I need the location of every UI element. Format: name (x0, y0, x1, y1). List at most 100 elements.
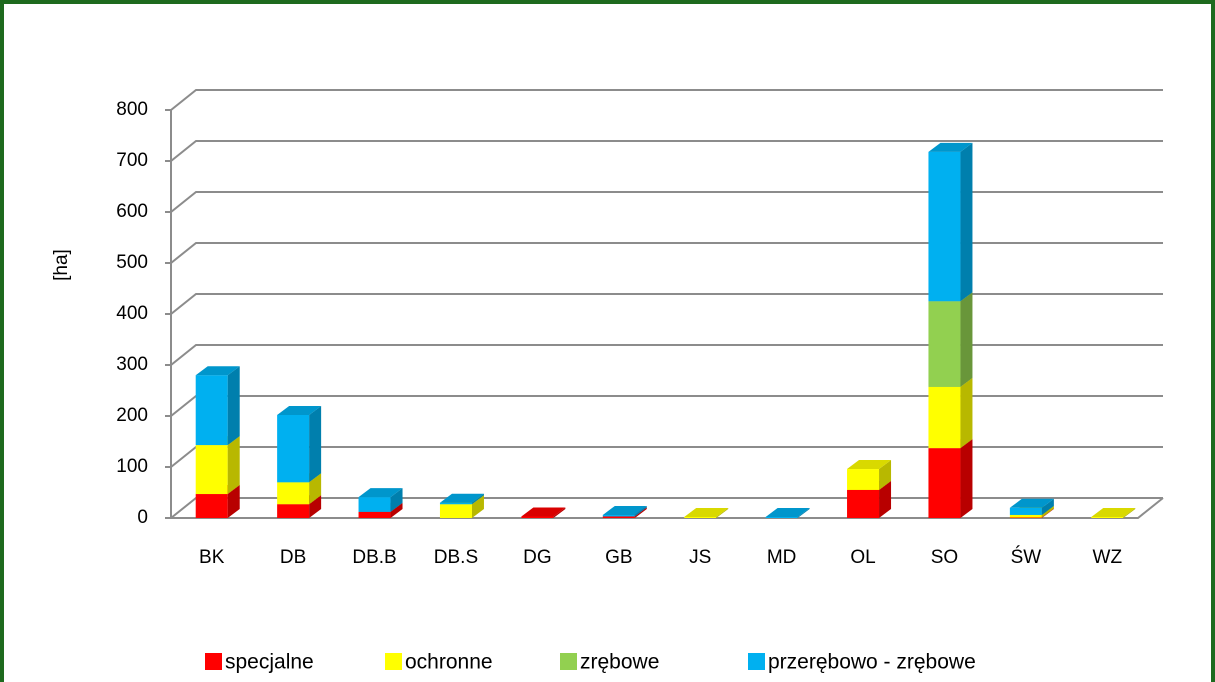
bar-side (471, 493, 484, 505)
bar-side (390, 488, 403, 512)
bar-segment (439, 504, 472, 518)
y-tick-label: 300 (116, 354, 148, 375)
bar-top (1009, 498, 1054, 508)
bar-side (797, 507, 810, 518)
x-tick-label: OL (850, 547, 875, 568)
bar-segment (195, 445, 228, 495)
legend-swatch (385, 653, 402, 670)
grid-line (165, 89, 1163, 111)
bar-side (227, 436, 240, 495)
bar-segment (439, 502, 472, 505)
x-tick-label: DB (280, 547, 306, 568)
bar-segment (277, 504, 310, 518)
bar-top (847, 460, 892, 470)
bar-top (765, 507, 810, 517)
bar-top (928, 142, 973, 152)
bar-segment (1009, 514, 1042, 518)
bar-side (553, 507, 566, 518)
bar-side (634, 507, 647, 518)
y-tick-label: 0 (137, 507, 148, 528)
bar-segment (684, 516, 717, 518)
bar-segment (847, 469, 880, 490)
x-tick-label: DG (523, 547, 552, 568)
bar-side (390, 502, 403, 518)
bar-side (879, 480, 892, 518)
bar-top (521, 507, 566, 517)
bar-segment (1009, 517, 1042, 518)
x-tick-label: DB.B (352, 547, 396, 568)
grid-line (165, 446, 1163, 468)
bar-side (960, 142, 973, 302)
grid-line (165, 191, 1163, 213)
grid-line (165, 242, 1163, 264)
bar-segment (277, 414, 310, 483)
bar-segment (928, 448, 961, 518)
bar-segment (277, 482, 310, 505)
grid-line (165, 293, 1163, 315)
bar-segment (765, 516, 798, 518)
y-tick-label: 500 (116, 252, 148, 273)
x-tick-label: MD (767, 547, 797, 568)
bar-segment (358, 511, 391, 518)
bar-side (227, 366, 240, 446)
grid-line (165, 140, 1163, 162)
y-tick-label: 600 (116, 201, 148, 222)
bar-segment (521, 516, 554, 518)
legend-swatch (748, 653, 765, 670)
bar-segment (358, 497, 391, 512)
bar-side (716, 507, 729, 518)
x-tick-label: WZ (1093, 547, 1123, 568)
x-tick-label: SO (931, 547, 958, 568)
bar-top (439, 493, 484, 503)
bar-top (358, 488, 403, 498)
bar-side (471, 495, 484, 518)
bar-side (227, 485, 240, 518)
bar-top (684, 507, 729, 517)
legend-label: zrębowe (580, 651, 659, 674)
bar-segment (195, 375, 228, 446)
x-tick-label: GB (605, 547, 632, 568)
x-tick-label: JS (689, 547, 711, 568)
bar-side (634, 505, 647, 517)
bar-side (1041, 505, 1054, 518)
bar-side (309, 495, 322, 518)
grid-line (165, 497, 1163, 519)
bar-segment (847, 489, 880, 518)
y-tick-label: 800 (116, 99, 148, 120)
bar-side (1041, 508, 1054, 518)
bar-side (1123, 507, 1136, 518)
grid-line (165, 395, 1163, 417)
y-axis-label: [ha] (51, 249, 72, 281)
y-tick-label: 700 (116, 150, 148, 171)
bar-segment (928, 386, 961, 449)
legend-label: ochronne (405, 651, 493, 674)
bar-segment (602, 516, 635, 518)
bar-top (277, 405, 322, 415)
grid-line (165, 344, 1163, 366)
bar-top (602, 505, 647, 515)
legend-label: przerębowo - zrębowe (768, 651, 976, 674)
x-tick-label: ŚW (1011, 546, 1042, 568)
bar-segment (1091, 516, 1124, 518)
bar-segment (1009, 507, 1042, 515)
bar-side (960, 292, 973, 387)
legend-swatch (205, 653, 222, 670)
x-tick-label: BK (199, 547, 225, 568)
bar-side (309, 473, 322, 505)
bar-side (879, 460, 892, 490)
bar-top (195, 366, 240, 376)
legend-label: specjalne (225, 651, 314, 674)
bar-segment (602, 514, 635, 517)
bar-side (1041, 498, 1054, 515)
floor-line (171, 497, 1164, 519)
x-tick-label: DB.S (434, 547, 478, 568)
legend-swatch (560, 653, 577, 670)
bar-segment (195, 494, 228, 518)
bar-segment (928, 151, 961, 302)
bar-side (309, 405, 322, 483)
bar-segment (928, 301, 961, 387)
bar-side (960, 439, 973, 518)
bar-side (960, 377, 973, 449)
